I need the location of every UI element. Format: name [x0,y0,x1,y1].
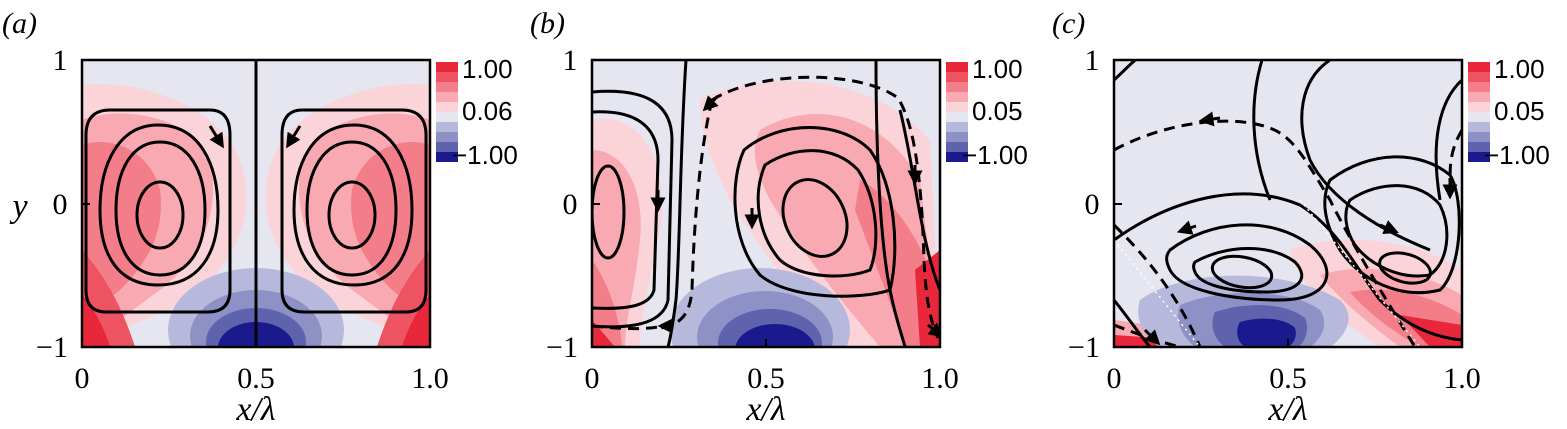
panel-a-colorbar-label: 1.00 [462,54,513,84]
panel-c-xlabel: x/λ [1267,391,1307,428]
panel-b-colorbar: 1.00 0.05 −1.00 [946,54,1028,170]
panel-b-colorbar-label: 0.05 [972,96,1023,126]
panel-b-ytick: 0 [563,188,578,221]
panel-a-streamline [84,108,232,314]
panel-b-field [592,60,940,347]
panel-c-colorbar-label: 0.05 [1494,96,1545,126]
panel-b: (b) [530,7,1028,428]
panel-a-ytick: 1 [53,44,68,77]
panel-a-xtick: 1.0 [411,362,449,395]
panel-a-xlabel: x/λ [235,391,275,428]
panel-a-colorbar: 1.00 0.06 −1.00 [436,54,518,170]
panel-b-xlabel: x/λ [745,391,785,428]
panel-a-xtick: 0.5 [237,362,275,395]
panel-b-label: (b) [530,7,565,40]
panel-b-ytick: −1 [546,331,578,364]
panel-b-ytick: 1 [563,44,578,77]
panel-c-field [1114,60,1462,347]
panel-a-xtick: 0 [75,362,90,395]
panel-b-xtick: 1.0 [921,362,959,395]
panel-c-colorbar: 1.00 0.05 −1.00 [1468,54,1550,170]
panel-c: (c) [1052,7,1550,428]
panel-b-xtick: 0 [585,362,600,395]
panel-c-ytick: −1 [1068,331,1100,364]
panel-a-ytick: 0 [53,188,68,221]
panel-c-xtick: 1.0 [1443,362,1481,395]
panel-a-ylabel: y [9,188,28,225]
panel-a-ytick: −1 [36,331,68,364]
panel-b-colorbar-label: −1.00 [962,140,1028,170]
panel-c-xtick: 0 [1107,362,1122,395]
panel-a-colorbar-label: 0.06 [462,96,513,126]
panel-c-xtick: 0.5 [1269,362,1307,395]
panel-c-colorbar-label: 1.00 [1494,54,1545,84]
panel-c-label: (c) [1052,7,1085,40]
panel-a: (a) [2,7,518,428]
panel-b-xtick: 0.5 [747,362,785,395]
panel-a-field [82,60,430,347]
panel-a-label: (a) [2,7,37,40]
panel-a-colorbar-label: −1.00 [452,140,518,170]
panel-c-ytick: 0 [1085,188,1100,221]
panel-b-colorbar-label: 1.00 [972,54,1023,84]
panel-c-colorbar-label: −1.00 [1484,140,1550,170]
panel-c-ytick: 1 [1085,44,1100,77]
